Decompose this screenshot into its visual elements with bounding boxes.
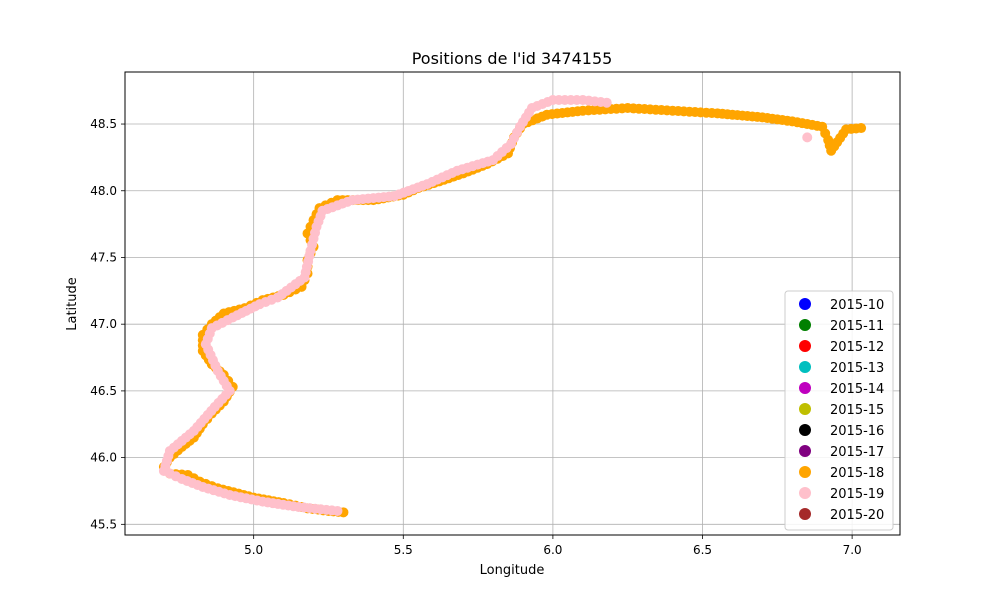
legend-marker — [799, 424, 811, 436]
legend-marker — [799, 361, 811, 373]
legend-marker — [799, 508, 811, 520]
y-tick-label: 46.0 — [90, 451, 117, 465]
x-tick-label: 6.5 — [693, 543, 712, 557]
x-tick-label: 5.0 — [244, 543, 263, 557]
y-tick-label: 47.5 — [90, 250, 117, 264]
x-tick-label: 5.5 — [394, 543, 413, 557]
axis-ticks: 5.0 5.5 6.0 6.5 7.0 45.5 46.0 46.5 47.0 47.5 48.0 4… — [90, 117, 861, 557]
legend-marker — [799, 445, 811, 457]
x-tick-label: 6.0 — [543, 543, 562, 557]
legend-label: 2015-16 — [830, 424, 884, 439]
y-tick-label: 46.5 — [90, 384, 117, 398]
legend-marker — [799, 319, 811, 331]
legend-marker — [799, 487, 811, 499]
legend-label: 2015-15 — [830, 403, 884, 418]
y-tick-label: 45.5 — [90, 517, 117, 531]
legend-label: 2015-20 — [830, 508, 884, 523]
y-tick-label: 48.0 — [90, 184, 117, 198]
x-tick-label: 7.0 — [843, 543, 862, 557]
legend-label: 2015-19 — [830, 487, 884, 502]
legend-marker — [799, 340, 811, 352]
data-point — [601, 97, 612, 108]
axes-frame — [124, 71, 901, 536]
data-point — [856, 123, 867, 134]
x-axis-label: Longitude — [480, 563, 545, 578]
y-tick-label: 47.0 — [90, 317, 117, 331]
chart-title: Positions de l'id 3474155 — [412, 49, 613, 68]
legend-label: 2015-13 — [830, 361, 884, 376]
y-tick-label: 48.5 — [90, 117, 117, 131]
y-axis-label: Latitude — [65, 277, 80, 331]
legend-label: 2015-14 — [830, 382, 884, 397]
grid-lines — [125, 72, 900, 535]
series-2015-19 — [158, 95, 813, 516]
legend-marker — [799, 466, 811, 478]
legend-marker — [799, 382, 811, 394]
legend: 2015-10 2015-11 2015-12 2015-13 2015-14 2015-… — [784, 290, 894, 531]
legend-label: 2015-12 — [830, 340, 884, 355]
legend-label: 2015-11 — [830, 319, 884, 334]
legend-label: 2015-18 — [830, 466, 884, 481]
data-points — [158, 95, 867, 518]
legend-label: 2015-17 — [830, 445, 884, 460]
legend-marker — [799, 403, 811, 415]
legend-box — [784, 290, 894, 531]
data-point — [802, 132, 813, 143]
legend-label: 2015-10 — [830, 298, 884, 313]
legend-marker — [799, 298, 811, 310]
